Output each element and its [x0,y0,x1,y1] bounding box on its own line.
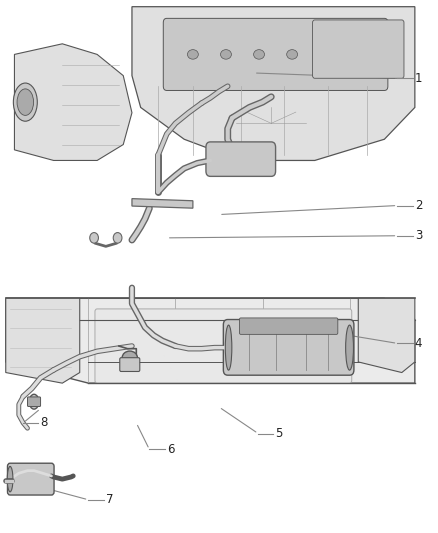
FancyBboxPatch shape [95,309,352,383]
Polygon shape [6,298,415,383]
FancyBboxPatch shape [163,18,388,91]
FancyBboxPatch shape [240,318,338,334]
Ellipse shape [122,351,138,365]
Ellipse shape [187,50,198,59]
Text: 6: 6 [167,443,174,456]
FancyBboxPatch shape [7,463,54,495]
Ellipse shape [254,50,265,59]
Ellipse shape [29,394,39,409]
Text: 5: 5 [276,427,283,440]
FancyBboxPatch shape [28,397,41,407]
Circle shape [113,232,122,243]
Polygon shape [6,298,80,383]
Text: 8: 8 [41,416,48,430]
Ellipse shape [17,89,34,115]
Ellipse shape [320,50,331,59]
Ellipse shape [346,325,353,370]
FancyBboxPatch shape [120,358,140,372]
FancyBboxPatch shape [313,20,404,78]
Ellipse shape [353,50,364,59]
Text: 2: 2 [415,199,422,212]
FancyBboxPatch shape [206,142,276,176]
FancyBboxPatch shape [223,319,354,375]
Circle shape [90,232,99,243]
Text: 1: 1 [415,72,422,85]
Polygon shape [132,199,193,208]
Ellipse shape [7,466,13,492]
Polygon shape [132,7,415,160]
Text: 3: 3 [415,229,422,242]
Text: 4: 4 [415,337,422,350]
Ellipse shape [220,50,231,59]
Polygon shape [358,298,415,373]
Ellipse shape [225,325,232,370]
Polygon shape [14,44,132,160]
Ellipse shape [287,50,297,59]
Text: 7: 7 [106,494,113,506]
Ellipse shape [13,83,37,121]
